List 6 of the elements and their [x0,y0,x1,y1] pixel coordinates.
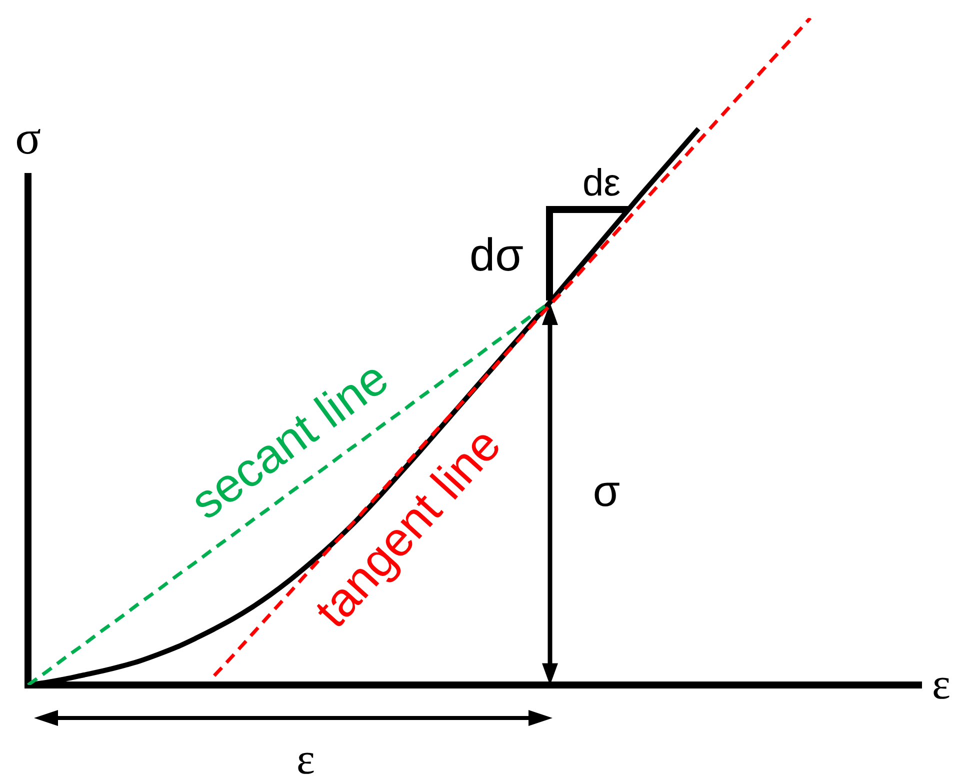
annotation: dσ [470,228,524,280]
y-axis-title: σ [15,112,42,165]
annotation: dε [582,162,621,204]
annotation: σ [592,467,620,516]
x-axis-title: ε [932,660,950,709]
text: ε [296,734,315,778]
